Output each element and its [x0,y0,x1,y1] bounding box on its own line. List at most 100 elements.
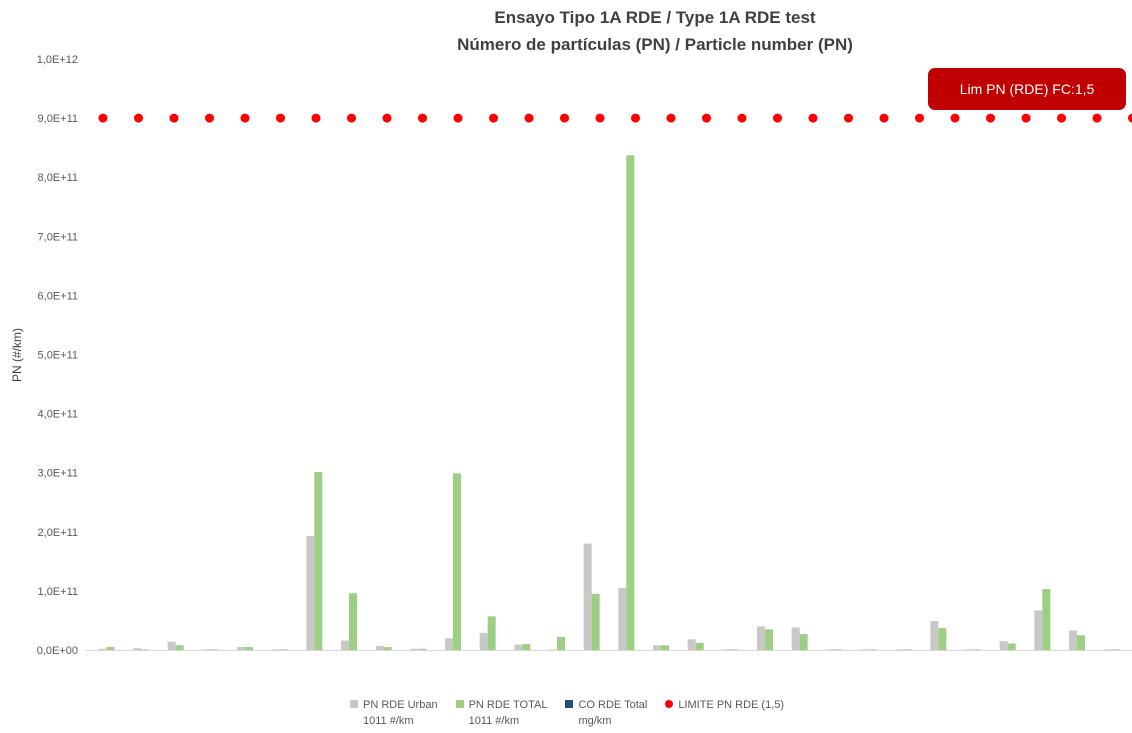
y-tick-label: 5,0E+11 [38,350,78,362]
bar-pn-urban [514,644,523,650]
legend-swatch-pn-total [455,700,464,708]
bar-pn-urban [202,649,211,650]
limit-annotation: Lim PN (RDE) FC:1,5 [928,68,1126,110]
limit-dot [844,113,853,123]
bar-pn-urban [791,627,800,650]
bar-pn-urban [826,649,835,650]
bar-pn-total [245,647,253,650]
bar-pn-urban [237,647,245,650]
bar-pn-total [626,155,635,650]
limit-dot [489,113,498,123]
limit-dot [1092,113,1102,123]
bar-pn-urban [410,648,419,650]
y-tick-label: 2,0E+11 [38,527,78,539]
y-tick-label: 7,0E+11 [38,231,78,243]
bar-pn-total [661,645,669,650]
legend-item-pn-total: PN RDE TOTAL 1011 #/km [455,697,547,729]
y-tick-label: 6,0E+11 [38,290,78,302]
limit-dot [98,113,108,123]
y-tick-label: 9,0E+11 [38,113,78,125]
bar-pn-urban [965,649,973,650]
limit-dot [382,113,392,123]
bar-pn-total [938,628,947,650]
legend-swatch-pn-urban [350,700,358,708]
bar-pn-urban [757,626,765,650]
legend-unit: 1011 #/km [468,715,520,727]
bar-pn-total [314,472,323,650]
limit-dot [879,113,889,123]
bar-pn-urban [895,649,904,650]
y-axis-label: PN (#/km) [10,328,24,382]
legend-label: LIMITE PN RDE (1,5) [678,699,785,711]
bar-pn-total [730,649,739,650]
chart-title: Ensayo Tipo 1A RDE / Type 1A RDE test [494,8,816,27]
limit-dot [418,113,427,123]
limit-dot [595,113,605,123]
bar-pn-urban [861,649,869,650]
chart-legend: PN RDE Urban 1011 #/km PN RDE TOTAL 1011 #… [350,697,784,729]
bar-pn-total [557,636,565,650]
bar-pn-urban [375,645,384,650]
limit-dot [737,113,747,123]
bar-pn-total [487,616,496,650]
limit-dot [1128,113,1132,123]
bar-pn-total [175,645,184,650]
bar-pn-urban [479,632,488,650]
y-tick-label: 8,0E+11 [38,172,78,184]
limit-dot [915,113,924,123]
legend-item-pn-urban: PN RDE Urban 1011 #/km [350,697,438,729]
bar-pn-total [522,644,531,650]
bar-pn-total [973,649,981,650]
y-tick-label: 4,0E+11 [38,409,78,421]
bar-pn-urban [98,648,107,650]
bar-pn-total [591,593,600,650]
limit-dot [205,113,214,123]
limit-dot [808,113,818,123]
limit-dot [1021,113,1031,123]
bar-pn-urban [445,638,453,650]
bar-pn-urban [999,641,1008,650]
legend-swatch-limit [665,700,674,708]
legend-label: PN RDE Urban [363,699,438,711]
limit-dot [169,113,179,123]
y-tick-label: 1,0E+12 [37,54,78,66]
bar-pn-urban [271,649,280,650]
bar-pn-urban [133,648,141,650]
chart-subtitle: Número de partículas (PN) / Particle num… [457,35,853,54]
bar-pn-total [903,649,912,650]
bar-pn-total [106,647,115,650]
bar-pn-total [834,649,843,650]
bar-pn-total [1007,643,1016,650]
limit-dot [134,113,143,123]
bar-pn-urban [1034,610,1043,650]
bar-pn-urban [583,543,592,650]
bar-pn-urban [306,535,315,650]
bar-pn-total [418,648,427,650]
bar-pn-total [799,634,808,650]
bar-pn-urban [653,645,661,650]
legend-item-limit: LIMITE PN RDE (1,5) [665,697,784,729]
y-tick-label: 0,0E+00 [37,645,78,657]
bar-pn-urban [1069,630,1077,650]
bar-pn-total [210,649,219,650]
limit-dot [276,113,285,123]
limit-dot [1057,113,1066,123]
bar-pn-urban [687,639,696,650]
bar-pn-urban [722,649,731,650]
bar-pn-total [279,649,288,650]
bar-pn-urban [618,587,627,650]
limit-dot [347,113,356,123]
bar-pn-total [1111,649,1120,650]
bar-pn-urban [549,649,557,650]
bar-pn-total [141,649,149,650]
limit-dot [453,113,463,123]
bar-pn-total [1077,635,1085,650]
legend-swatch-co-total [565,700,574,708]
legend-unit: mg/km [578,715,612,727]
bar-pn-total [695,642,704,650]
legend-unit: 1011 #/km [363,715,414,727]
limit-dot [524,113,534,123]
bar-pn-urban [1103,649,1112,650]
limit-dot [773,113,782,123]
